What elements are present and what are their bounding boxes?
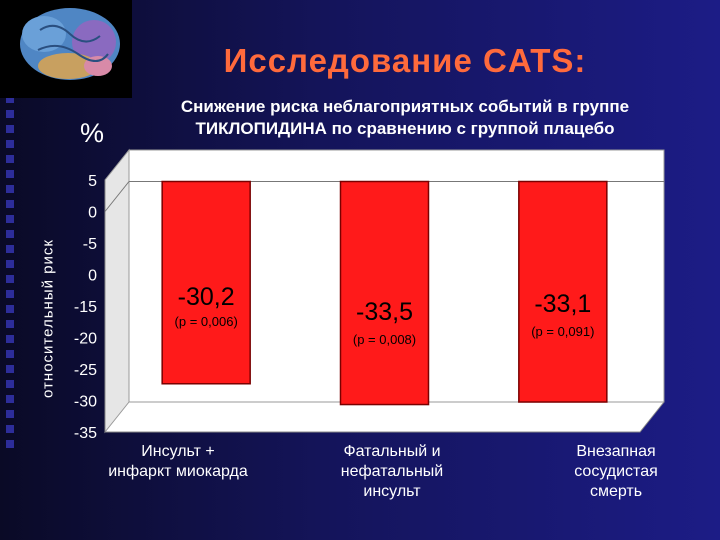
subtitle-line-2: ТИКЛОПИДИНА по сравнению с группой плаце… bbox=[195, 119, 615, 138]
stripe-square bbox=[6, 245, 14, 253]
category-label-line: инсульт bbox=[363, 483, 421, 500]
brain-icon bbox=[20, 8, 120, 80]
bar bbox=[339, 180, 430, 406]
bar-value-label: -33,1 bbox=[534, 290, 591, 318]
y-tick-label: 5 bbox=[88, 173, 97, 190]
stripe-square bbox=[6, 320, 14, 328]
stripe-square bbox=[6, 425, 14, 433]
chart-title: Исследование CATS: bbox=[223, 42, 587, 79]
stripe-square bbox=[6, 290, 14, 298]
bar-p-label: (р = 0,091) bbox=[531, 324, 594, 339]
category-label-line: смерть bbox=[589, 483, 643, 500]
stripe-square bbox=[6, 410, 14, 418]
stripe-square bbox=[6, 200, 14, 208]
stripe-square bbox=[6, 110, 14, 118]
bar-p-label: (р = 0,006) bbox=[175, 314, 238, 329]
bar-p-label: (р = 0,008) bbox=[353, 332, 416, 347]
y-tick-label: -20 bbox=[74, 331, 97, 348]
stripe-square bbox=[6, 380, 14, 388]
y-tick-label: -5 bbox=[83, 236, 97, 253]
category-label-line: Фатальный и bbox=[343, 443, 441, 460]
stripe-square bbox=[6, 260, 14, 268]
category-label: Инсульт + инфаркт миокарда bbox=[78, 442, 278, 482]
y-unit: % bbox=[80, 118, 105, 148]
plot-side-wall bbox=[104, 148, 130, 434]
stripe-square bbox=[6, 335, 14, 343]
category-label-line: нефатальный bbox=[340, 463, 444, 480]
category-label: Фатальный и нефатальный инсульт bbox=[292, 442, 492, 502]
stripe-square bbox=[6, 185, 14, 193]
subtitle-line-1: Снижение риска неблагоприятных событий в… bbox=[180, 97, 630, 116]
y-tick-label: -30 bbox=[74, 394, 97, 411]
stripe-square bbox=[6, 365, 14, 373]
stripe-square bbox=[6, 170, 14, 178]
y-tick-label: -25 bbox=[74, 362, 97, 379]
stripe-square bbox=[6, 395, 14, 403]
y-tick-label: 0 bbox=[88, 205, 97, 222]
chart-subtitle: Снижение риска неблагоприятных событий в… bbox=[125, 96, 685, 140]
stripe-square bbox=[6, 305, 14, 313]
bar bbox=[161, 180, 251, 385]
category-label-line: инфаркт миокарда bbox=[108, 463, 248, 480]
stripe-square bbox=[6, 215, 14, 223]
category-label-line: сосудистая bbox=[574, 463, 658, 480]
stripe-square bbox=[6, 140, 14, 148]
bar bbox=[518, 180, 608, 403]
zero-line-side bbox=[104, 181, 130, 212]
stripe-square bbox=[6, 440, 14, 448]
logo-box bbox=[0, 0, 132, 98]
bar-value-label: -30,2 bbox=[178, 283, 235, 311]
y-tick-label: -15 bbox=[74, 299, 97, 316]
stripe-square bbox=[6, 230, 14, 238]
stripe-square bbox=[6, 350, 14, 358]
y-tick-label: 0 bbox=[88, 268, 97, 285]
side-stripe bbox=[0, 95, 22, 455]
category-label: Внезапная сосудистая смерть bbox=[516, 442, 716, 502]
y-tick-label: -35 bbox=[74, 425, 97, 442]
stripe-square bbox=[6, 275, 14, 283]
stripe-square bbox=[6, 95, 14, 103]
category-label-line: Внезапная bbox=[576, 443, 656, 460]
category-label-line: Инсульт + bbox=[141, 443, 215, 460]
stripe-square bbox=[6, 125, 14, 133]
bar-value-label: -33,5 bbox=[356, 298, 413, 326]
stripe-square bbox=[6, 155, 14, 163]
